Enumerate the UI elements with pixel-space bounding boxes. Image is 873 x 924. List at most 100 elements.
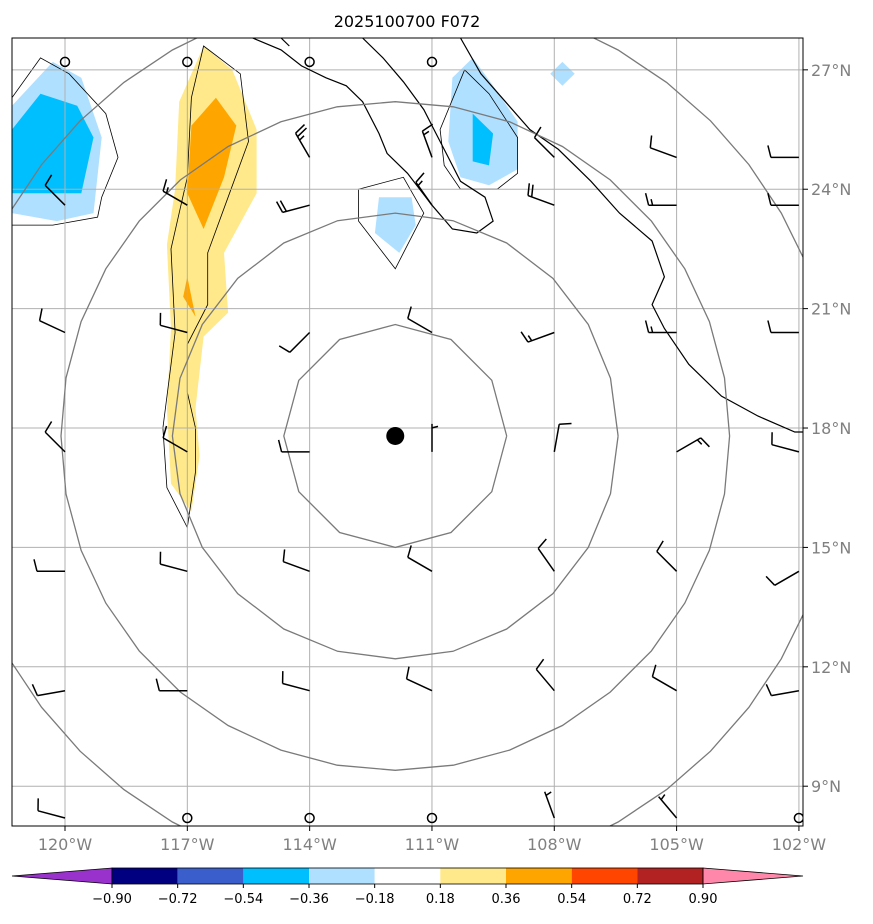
colorbar-segment (506, 868, 572, 884)
barb-shaft (407, 679, 432, 691)
barb-feather (283, 549, 284, 561)
colorbar-tick-label: −0.36 (289, 892, 329, 907)
chart-title: 2025100700 F072 (334, 12, 481, 31)
barb-feather (646, 193, 649, 205)
barb-shaft (408, 319, 432, 333)
barb-shaft (545, 792, 555, 818)
wind-barb (277, 201, 310, 213)
barb-shaft (283, 562, 309, 572)
plot-area (0, 0, 841, 882)
colorbar-tick-label: −0.18 (355, 892, 395, 907)
barb-feather (156, 679, 159, 691)
colorbar-tick-label: 0.72 (623, 892, 652, 907)
colorbar-tick-label: −0.54 (223, 892, 263, 907)
barb-shaft (538, 548, 554, 571)
wind-barb (283, 549, 309, 571)
colorbar-segment (243, 868, 309, 884)
colorbar-tick-label: 0.90 (689, 892, 718, 907)
storm-center-marker (386, 427, 404, 445)
coastline-mainland (461, 38, 804, 432)
barb-shaft (528, 333, 554, 343)
barb-feather (766, 576, 775, 585)
y-tick-labels: 9°N12°N15°N18°N21°N24°N27°N (803, 61, 851, 796)
barb-half-feather (424, 131, 429, 134)
barb-half-feather (418, 181, 422, 186)
barb-shaft (283, 205, 310, 212)
barb-feather (650, 136, 651, 148)
y-tick-label: 27°N (811, 61, 851, 80)
barb-shaft (40, 321, 65, 333)
plot-frame (12, 38, 803, 826)
y-tick-label: 9°N (811, 777, 841, 796)
barb-shaft (772, 445, 799, 452)
y-tick-label: 24°N (811, 180, 851, 199)
x-tick-label: 117°W (160, 835, 215, 854)
wind-barb (659, 795, 677, 818)
wind-barb (407, 667, 432, 691)
colorbar-tick-label: 0.36 (492, 892, 521, 907)
x-tick-labels: 120°W117°W114°W111°W108°W105°W102°W (38, 826, 826, 854)
barb-half-feather (300, 136, 304, 140)
plot-inner (0, 0, 841, 882)
barb-half-feather (661, 795, 665, 800)
barb-shaft (528, 196, 554, 206)
barb-feather (416, 173, 424, 182)
barb-shaft (160, 564, 187, 571)
barb-shaft (37, 691, 65, 696)
wind-barb (657, 541, 677, 571)
barb-shaft (652, 677, 676, 691)
wind-barb (422, 124, 432, 157)
y-tick-label: 21°N (811, 300, 851, 319)
barb-half-feather (697, 440, 701, 444)
barb-feather (536, 659, 543, 669)
barb-feather (422, 124, 432, 131)
barb-shaft (416, 182, 432, 205)
x-tick-label: 120°W (38, 835, 93, 854)
barb-feather (768, 321, 771, 333)
barb-half-feather (546, 792, 551, 795)
colorbar-segment (112, 868, 178, 884)
y-tick-label: 12°N (811, 658, 851, 677)
wind-barb (650, 136, 676, 158)
wind-barb (536, 659, 554, 691)
barb-shaft (38, 811, 65, 818)
barb-shaft (659, 797, 677, 818)
barb-shaft (536, 669, 554, 690)
x-tick-label: 114°W (282, 835, 337, 854)
forecast-map: 2025100700 F072 120°W117°W114°W111°W108°… (0, 0, 873, 924)
colorbar-segment (178, 868, 244, 884)
wind-barb (279, 440, 310, 452)
wind-barb (521, 332, 554, 342)
wind-barb (766, 571, 799, 585)
barb-feather (40, 309, 42, 321)
barb-half-feather (651, 199, 653, 205)
wind-barb (766, 684, 799, 695)
wind-barb (768, 145, 799, 157)
wind-barb (538, 539, 554, 571)
barb-feather (279, 346, 290, 352)
colorbar-tick-label: 0.18 (426, 892, 455, 907)
barb-shaft (422, 131, 432, 157)
wind-barb (40, 309, 65, 333)
colorbar-under-extension (12, 868, 112, 884)
barb-shaft (283, 684, 310, 691)
wind-barb (160, 552, 187, 572)
colorbar-over-extension (703, 868, 803, 884)
wind-barb (408, 545, 432, 571)
barb-feather (559, 424, 571, 425)
barb-shaft (677, 438, 701, 452)
barb-feather (34, 559, 37, 571)
colorbar: −0.90−0.72−0.54−0.36−0.180.180.360.540.7… (12, 868, 803, 907)
wind-barb (38, 798, 65, 818)
barb-feather (766, 684, 771, 695)
barb-shaft (657, 552, 677, 572)
barb-shaft (408, 557, 432, 571)
wind-barb (32, 684, 65, 695)
barb-feather (646, 321, 649, 333)
wind-barb (296, 125, 310, 158)
barb-feather (657, 541, 663, 552)
wind-barb (768, 321, 799, 333)
colorbar-segment (309, 868, 375, 884)
colorbar-tick-label: −0.90 (92, 892, 132, 907)
barb-feather (279, 440, 282, 452)
